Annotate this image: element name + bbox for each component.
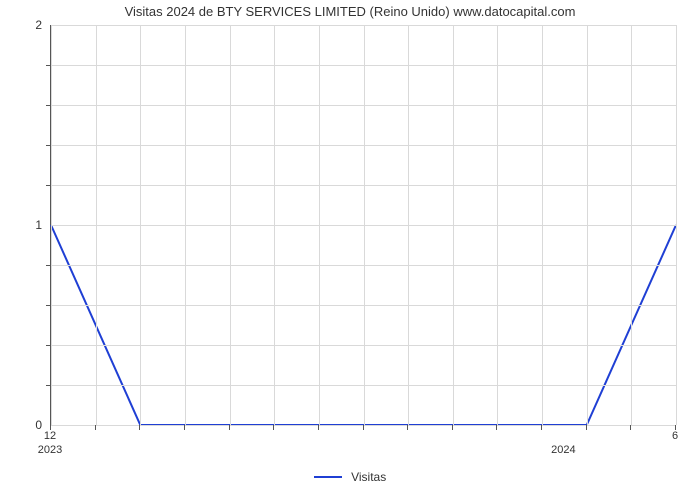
x-tick-sublabel: 6	[672, 430, 678, 442]
grid-line-v	[676, 25, 677, 425]
grid-line-v	[542, 25, 543, 425]
y-tick-label: 0	[0, 418, 42, 432]
grid-line-v	[453, 25, 454, 425]
y-minor-tick	[46, 145, 50, 146]
grid-line-v	[274, 25, 275, 425]
grid-line-h	[51, 425, 676, 426]
grid-line-v	[408, 25, 409, 425]
y-minor-tick	[46, 345, 50, 346]
y-minor-tick	[46, 185, 50, 186]
grid-line-v	[96, 25, 97, 425]
x-tick-mark	[273, 425, 274, 430]
x-tick-year-label: 2023	[38, 444, 62, 456]
y-minor-tick	[46, 305, 50, 306]
y-tick-label: 1	[0, 218, 42, 232]
x-tick-year-label: 2024	[551, 444, 575, 456]
y-minor-tick	[46, 65, 50, 66]
x-tick-mark	[363, 425, 364, 430]
x-tick-mark	[229, 425, 230, 430]
legend: Visitas	[0, 469, 700, 484]
x-tick-mark	[630, 425, 631, 430]
y-minor-tick	[46, 105, 50, 106]
x-tick-mark	[452, 425, 453, 430]
y-minor-tick	[46, 265, 50, 266]
grid-line-v	[364, 25, 365, 425]
x-tick-mark	[496, 425, 497, 430]
grid-line-v	[319, 25, 320, 425]
x-tick-mark	[586, 425, 587, 430]
x-tick-mark	[318, 425, 319, 430]
x-tick-mark	[184, 425, 185, 430]
grid-line-v	[185, 25, 186, 425]
grid-line-v	[140, 25, 141, 425]
legend-swatch	[314, 476, 342, 478]
x-tick-mark	[95, 425, 96, 430]
x-tick-sublabel: 12	[44, 430, 56, 442]
grid-line-v	[230, 25, 231, 425]
y-minor-tick	[46, 385, 50, 386]
grid-line-v	[631, 25, 632, 425]
x-tick-mark	[541, 425, 542, 430]
x-tick-mark	[139, 425, 140, 430]
y-tick-label: 2	[0, 18, 42, 32]
grid-line-v	[51, 25, 52, 425]
grid-line-v	[587, 25, 588, 425]
legend-label: Visitas	[351, 470, 386, 484]
x-tick-mark	[407, 425, 408, 430]
plot-area	[50, 25, 676, 426]
chart-title: Visitas 2024 de BTY SERVICES LIMITED (Re…	[0, 4, 700, 19]
line-chart: Visitas 2024 de BTY SERVICES LIMITED (Re…	[0, 0, 700, 500]
grid-line-v	[497, 25, 498, 425]
